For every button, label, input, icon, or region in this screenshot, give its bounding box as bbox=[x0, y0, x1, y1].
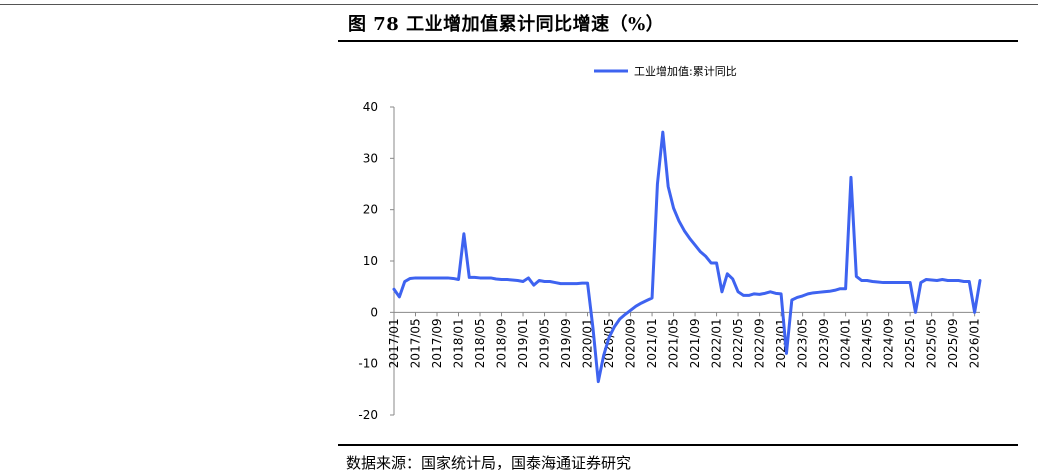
series-line bbox=[392, 130, 982, 384]
x-tick-label: 2018/09 bbox=[495, 318, 509, 368]
x-tick-label: 2022/05 bbox=[731, 318, 745, 368]
x-tick-label: 2026/01 bbox=[968, 318, 982, 368]
x-tick-label: 2019/01 bbox=[516, 318, 530, 368]
y-tick-label: -20 bbox=[358, 408, 378, 422]
y-tick-label: 0 bbox=[370, 305, 378, 319]
x-tick-label: 2019/05 bbox=[538, 318, 552, 368]
x-tick-label: 2022/01 bbox=[710, 318, 724, 368]
title-rule bbox=[338, 40, 1018, 42]
legend-label: 工业增加值:累计同比 bbox=[634, 64, 737, 78]
x-tick-label: 2017/05 bbox=[409, 318, 423, 368]
x-axis: 2017/01 2017/05 2017/09 2018/01 2018/05 2018/… bbox=[387, 311, 982, 368]
x-tick-label: 2018/01 bbox=[452, 318, 466, 368]
y-tick-label: 30 bbox=[363, 151, 378, 165]
x-tick-label: 2022/09 bbox=[753, 318, 767, 368]
x-tick-label: 2020/09 bbox=[624, 318, 638, 368]
x-tick-label: 2018/05 bbox=[473, 318, 487, 368]
y-tick-label: 10 bbox=[363, 254, 378, 268]
x-tick-label: 2025/01 bbox=[903, 318, 917, 368]
x-tick-label: 2025/05 bbox=[925, 318, 939, 368]
y-tick-label: -10 bbox=[358, 357, 378, 371]
x-tick-label: 2019/09 bbox=[559, 318, 573, 368]
x-tick-label: 2021/09 bbox=[688, 318, 702, 368]
x-tick-label: 2024/05 bbox=[860, 318, 874, 368]
y-axis: -20 -10 0 10 20 30 40 bbox=[358, 100, 395, 422]
x-tick-label: 2023/05 bbox=[796, 318, 810, 368]
x-tick-label: 2024/09 bbox=[882, 318, 896, 368]
x-tick-label: 2020/01 bbox=[581, 318, 595, 368]
data-source: 数据来源：国家统计局，国泰海通证券研究 bbox=[346, 454, 632, 472]
x-tick-label: 2017/01 bbox=[387, 318, 401, 368]
x-tick-label: 2021/05 bbox=[667, 318, 681, 368]
x-tick-label: 2024/01 bbox=[839, 318, 853, 368]
figure-title: 图 78 工业增加值累计同比增速（%） bbox=[348, 14, 665, 35]
y-tick-label: 40 bbox=[363, 100, 378, 114]
x-tick-label: 2021/01 bbox=[645, 318, 659, 368]
bottom-rule bbox=[338, 444, 1018, 446]
x-tick-label: 2023/09 bbox=[817, 318, 831, 368]
x-tick-label: 2025/09 bbox=[946, 318, 960, 368]
y-tick-label: 20 bbox=[363, 203, 378, 217]
x-tick-label: 2017/09 bbox=[430, 318, 444, 368]
legend: 工业增加值:累计同比 bbox=[594, 64, 737, 78]
top-rule bbox=[0, 4, 1038, 5]
